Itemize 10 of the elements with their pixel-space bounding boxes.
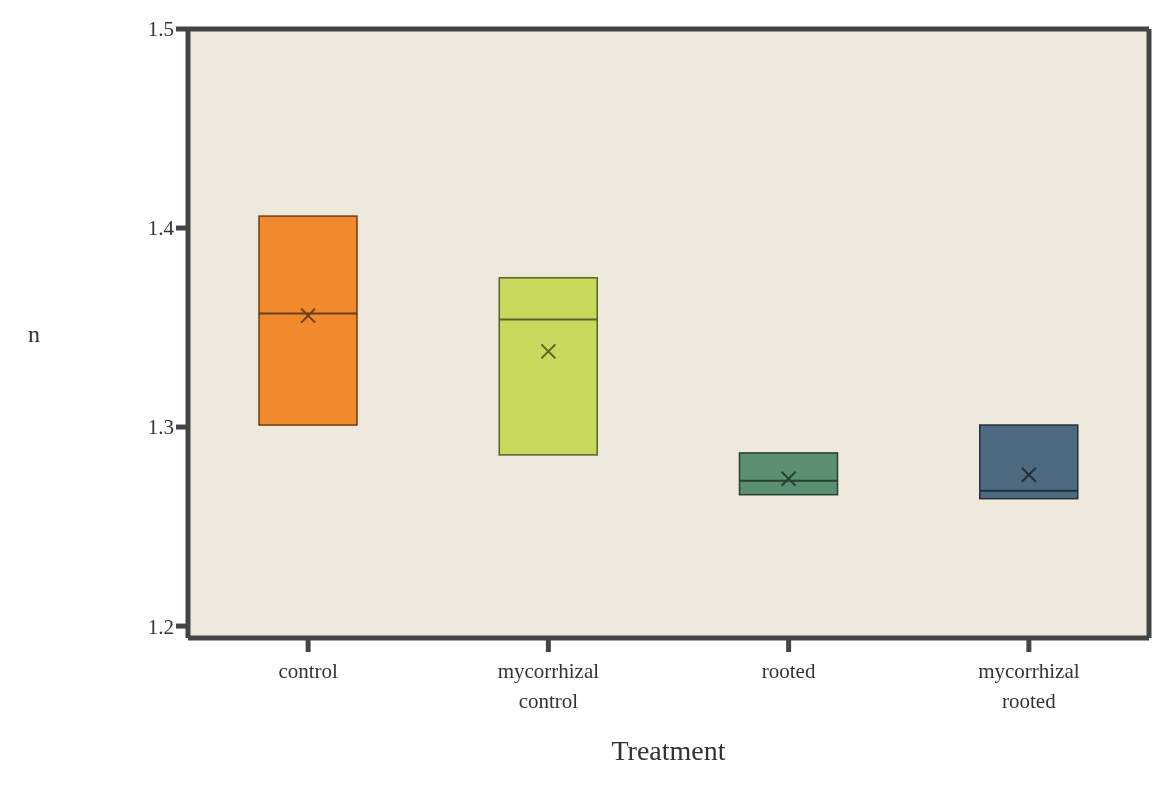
x-tick-label: control	[278, 659, 339, 683]
y-tick-label: 1.3	[147, 415, 174, 440]
x-tick-label: mycorrhizal control	[497, 659, 600, 713]
y-tick-label: 1.5	[147, 17, 174, 42]
y-axis-title: n	[28, 321, 40, 348]
x-tick-label: mycorrhizal rooted	[978, 659, 1080, 713]
y-tick-label: 1.2	[147, 614, 174, 639]
x-tick-label: rooted	[761, 659, 816, 683]
y-tick-label: 1.4	[147, 216, 175, 241]
x-axis-title: Treatment	[611, 735, 726, 766]
